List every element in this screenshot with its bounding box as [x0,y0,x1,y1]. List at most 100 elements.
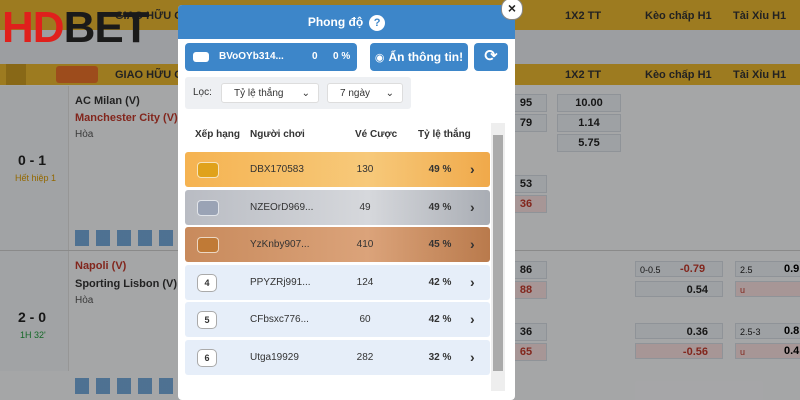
modal: Phong độ? BVoOYb314... 0 0 % ◉ Ẩn thông t… [178,5,515,400]
win-rate: 45 % [428,239,452,251]
player-name: CFbsxc776... [250,314,309,326]
chevron[interactable]: › [470,311,475,328]
column-header: 1X2 TT [565,69,602,81]
chevron[interactable]: › [470,198,475,215]
draw-label: Hòa [75,295,94,306]
player-name: YzKnby907... [250,239,310,251]
league-name: GIAO HỮU CÂ [115,10,191,22]
column-header: Kèo chấp H1 [645,69,712,81]
ranking-row[interactable]: 4 PPYZRj991... 124 42 % › [185,264,490,300]
column-header: Người chơi [250,129,305,140]
match-status: Hết hiệp 1 [15,173,57,183]
column-header: Tài Xỉu H1 [733,69,787,81]
period-select[interactable]: 7 ngày ⌄ [327,83,403,103]
column-header: Xếp hạng [195,129,241,140]
action-icons[interactable] [75,230,175,246]
odd[interactable]: 0.8 [784,325,800,337]
odd[interactable]: -0.79 [680,263,706,275]
odd[interactable]: 5.75 [557,134,621,152]
player-name: NZEOrD969... [250,201,314,213]
modal-header: Phong độ? [178,5,515,39]
bet-count: 49 [359,201,371,213]
logo-part: HD [2,3,65,52]
match-status: 1H 32' [20,330,46,340]
odd[interactable]: 65 [505,343,547,361]
player-name: Utga19929 [250,352,299,363]
win-rate: 49 % [428,164,452,175]
filter-label: Lọc: [193,87,212,98]
win-rate: 32 % [428,352,452,363]
home-team: Napoli (V) [75,260,127,272]
odd[interactable]: 88 [505,281,547,299]
league-badge [56,66,98,83]
total-line: u [735,343,800,359]
close-button[interactable]: × [501,0,523,20]
player-name: DBX170583 [250,164,304,175]
user-name: BVoOYb314... [219,51,284,62]
button-label: Ẩn thông tin! [388,50,464,64]
odd[interactable]: 0.4 [784,345,800,357]
refresh-button[interactable]: ⟳ [474,43,508,71]
column-header: Vé Cược [355,129,398,140]
total-line: 2.5 [735,261,800,277]
odd[interactable]: 0.9 [784,263,800,275]
bet-count: 124 [356,276,374,288]
chevron[interactable]: › [470,273,475,290]
scroll-thumb[interactable] [493,135,503,371]
chevron[interactable]: › [470,349,475,365]
chevron[interactable]: › [470,236,475,253]
score-cell [0,251,69,371]
user-badge [193,52,209,62]
column-header: 1X2 TT [565,10,602,22]
hide-info-button[interactable]: ◉ Ẩn thông tin! [370,43,468,71]
league-name: GIAO HỮU CÂ [115,69,191,81]
column-header: Kèo chấp H1 [645,10,712,22]
away-team: Manchester City (V) [75,112,178,124]
total-line: 2.5-3 [735,323,800,339]
collapse-icon[interactable] [6,64,26,85]
rank-medal [197,162,219,178]
odd[interactable]: 0.36 [635,323,723,339]
criterion-select[interactable]: Tỷ lệ thắng ⌄ [221,83,319,103]
user-rate: 0 % [333,51,351,62]
bet-count: 410 [356,239,374,251]
home-team: AC Milan (V) [75,95,140,107]
filter-bar: Lọc: Tỷ lệ thắng ⌄ 7 ngày ⌄ [185,77,411,109]
ranking-row[interactable]: DBX170583 130 49 % › [185,152,490,187]
odd[interactable]: 10.00 [557,94,621,112]
score-cell [0,86,69,250]
win-rate: 42 % [428,276,452,288]
select-value: Tỷ lệ thắng [234,88,284,99]
ranking-row[interactable]: YzKnby907... 410 45 % › [185,227,490,263]
handicap: 0-0.5 [635,261,723,277]
ranking-row[interactable]: NZEOrD969... 49 49 % › [185,189,490,225]
scrollbar[interactable] [491,123,505,391]
odd[interactable]: 0.54 [635,281,723,297]
score: 0 - 1 [18,152,47,168]
action-icons[interactable] [75,378,175,394]
rank-number: 5 [197,311,217,330]
column-header: Tài Xỉu H1 [733,10,787,22]
away-team: Sporting Lisbon (V) [75,278,178,290]
help-icon[interactable]: ? [369,14,386,31]
odd[interactable]: 86 [505,261,547,279]
player-name: PPYZRj991... [250,276,311,288]
rank-number: 6 [197,349,217,367]
odd[interactable]: 1.14 [557,114,621,132]
logo: HDBET [2,3,150,52]
user-summary: BVoOYb314... 0 0 % [185,43,357,71]
rank-medal [197,237,219,254]
odd[interactable]: 53 [505,175,547,193]
bet-count: 60 [359,314,371,326]
logo-part: BET [63,3,150,52]
odd[interactable]: -0.56 [635,343,723,359]
odd[interactable]: 36 [505,195,547,213]
ranking-row[interactable]: 5 CFbsxc776... 60 42 % › [185,302,490,338]
select-value: 7 ngày [340,88,371,99]
chevron[interactable]: › [470,161,475,177]
win-rate: 42 % [428,314,452,326]
user-bets: 0 [312,51,318,62]
score: 2 - 0 [18,309,47,325]
column-header: Tỷ lệ thắng [418,129,471,140]
ranking-row[interactable]: 6 Utga19929 282 32 % › [185,340,490,375]
